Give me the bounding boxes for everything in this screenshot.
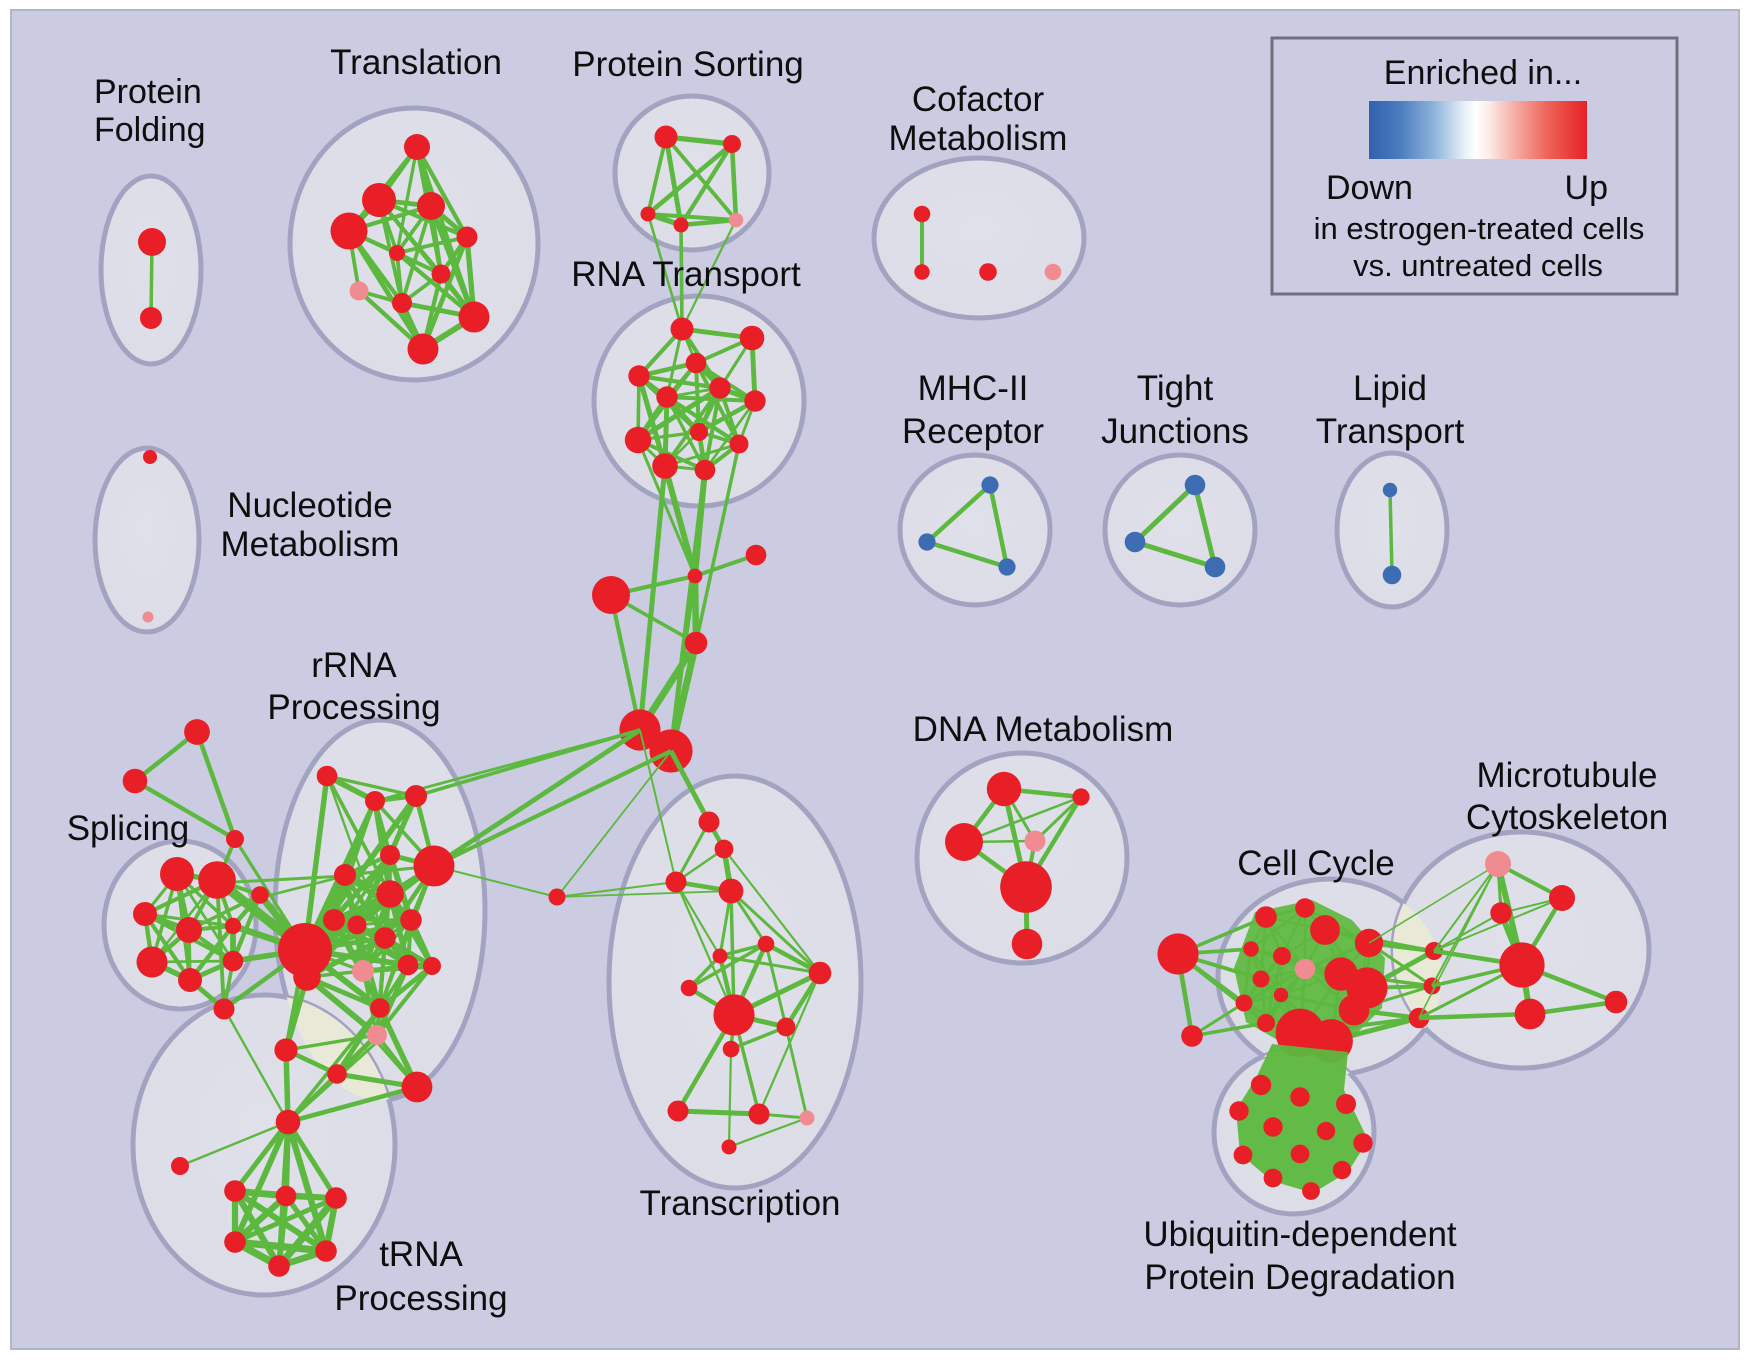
svg-text:tRNA: tRNA <box>379 1235 463 1274</box>
svg-text:Translation: Translation <box>330 43 502 82</box>
svg-text:Metabolism: Metabolism <box>889 119 1068 158</box>
svg-text:Lipid: Lipid <box>1353 369 1427 408</box>
svg-text:Protein Degradation: Protein Degradation <box>1144 1258 1455 1297</box>
svg-text:Cell Cycle: Cell Cycle <box>1237 844 1395 883</box>
svg-text:vs. untreated cells: vs. untreated cells <box>1353 248 1603 283</box>
svg-text:Microtubule: Microtubule <box>1477 756 1658 795</box>
svg-text:Ubiquitin-dependent: Ubiquitin-dependent <box>1143 1215 1457 1254</box>
svg-text:Folding: Folding <box>94 111 206 149</box>
svg-text:Receptor: Receptor <box>902 412 1044 451</box>
svg-text:MHC-II: MHC-II <box>918 369 1029 408</box>
svg-text:Nucleotide: Nucleotide <box>227 486 392 525</box>
svg-text:Metabolism: Metabolism <box>221 525 400 564</box>
svg-text:Protein Sorting: Protein Sorting <box>572 45 804 84</box>
svg-text:Enriched in...: Enriched in... <box>1384 54 1582 92</box>
svg-text:Transport: Transport <box>1316 412 1465 451</box>
svg-text:Cytoskeleton: Cytoskeleton <box>1466 798 1668 837</box>
svg-text:Processing: Processing <box>334 1279 507 1318</box>
svg-text:Transcription: Transcription <box>640 1184 841 1223</box>
svg-text:Up: Up <box>1565 169 1608 207</box>
svg-text:rRNA: rRNA <box>311 646 397 685</box>
svg-text:Tight: Tight <box>1137 369 1214 408</box>
svg-text:Junctions: Junctions <box>1101 412 1249 451</box>
svg-text:in estrogen-treated cells: in estrogen-treated cells <box>1314 211 1645 246</box>
svg-text:RNA Transport: RNA Transport <box>571 255 801 294</box>
svg-text:DNA Metabolism: DNA Metabolism <box>913 710 1174 749</box>
svg-text:Protein: Protein <box>94 73 202 111</box>
svg-text:Down: Down <box>1326 169 1413 207</box>
svg-text:Processing: Processing <box>267 688 440 727</box>
svg-text:Splicing: Splicing <box>67 809 190 848</box>
svg-text:Cofactor: Cofactor <box>912 80 1045 119</box>
